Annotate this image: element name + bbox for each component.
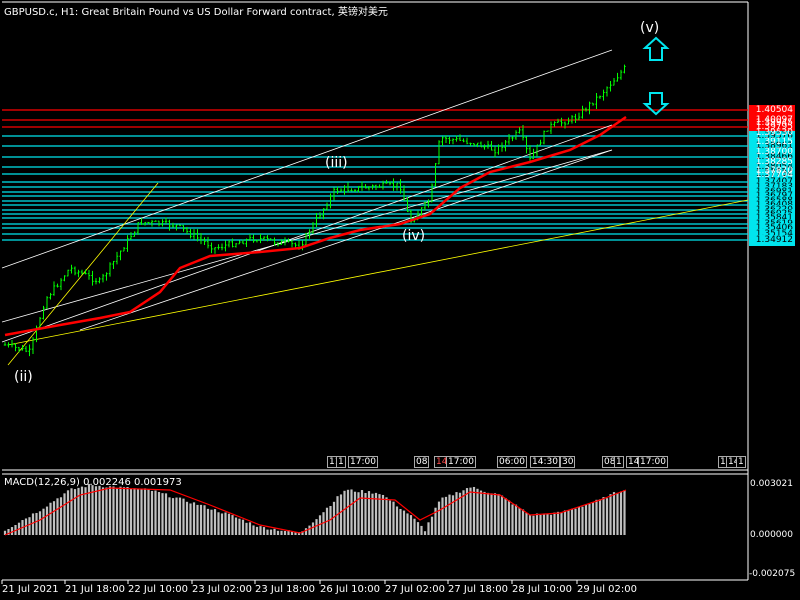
event-marker[interactable]: 17:00 [348,456,378,468]
time-axis-label: 23 Jul 02:00 [192,584,252,595]
up-arrow-icon [642,36,670,61]
time-axis-label: 21 Jul 18:00 [65,584,125,595]
channel-line-0 [1,49,613,269]
time-axis-label: 29 Jul 02:00 [577,584,637,595]
price-level-label: 1.40504 [749,105,795,116]
event-marker[interactable]: 14 [434,456,450,468]
price-level-label: 1.35406 [749,223,795,234]
wave-label-v: (v) [640,20,660,36]
instrument-description: Great Britain Pound vs US Dollar Forward… [81,7,332,18]
price-axis-label: 1.39945 [755,118,793,128]
macd-signal-line [4,487,627,536]
event-marker[interactable]: 30 [560,456,576,468]
chart-header: GBPUSD.c, H1: Great Britain Pound vs US … [4,7,388,18]
price-level-label: 1.39795 [749,122,795,133]
price-axis-label: 1.39530 [755,128,793,138]
time-axis-label: 23 Jul 18:00 [255,584,315,595]
macd-signal [4,487,627,536]
price-level-label: 1.38054 [749,162,795,173]
time-axis-label: 22 Jul 10:00 [128,584,188,595]
time-axis-label: 26 Jul 10:00 [320,584,380,595]
event-marker[interactable]: 17:00 [638,456,668,468]
candles [3,64,626,357]
price-level-label: 1.39376 [749,131,795,142]
price-level-label: 1.38466 [749,152,795,163]
event-marker[interactable]: 1 [614,456,624,468]
trendline [7,182,159,366]
time-axis-label: 27 Jul 18:00 [448,584,508,595]
macd-axis-label: 0.000000 [750,530,793,540]
symbol: GBPUSD.c [4,7,55,18]
channel-line-2 [1,149,613,323]
price-axis-label: 1.38285 [755,157,793,167]
event-marker[interactable]: 14:30 [530,456,560,468]
price-level-label: 1.37734 [749,169,795,180]
price-axis-label: 1.37870 [755,166,793,176]
down-arrow-icon [642,92,670,116]
wave-label-iii: (iii) [325,155,348,171]
macd-histogram [3,484,626,535]
wave-label-iv: (iv) [402,228,426,244]
moving-average [4,115,627,337]
signal-arrows [642,36,670,116]
time-axis-label: 28 Jul 10:00 [512,584,572,595]
price-level-label: 1.38961 [749,141,795,152]
event-marker[interactable]: 08 [414,456,430,468]
price-level-label: 1.34912 [749,235,795,246]
event-marker[interactable]: 17:00 [446,456,476,468]
channel-line-3 [79,149,613,331]
event-marker[interactable]: 1 [336,456,346,468]
horizontal-levels [2,109,748,241]
price-axis-label: 1.39115 [755,137,793,147]
price-axis-label: 1.38700 [755,147,793,157]
event-marker[interactable]: 1 [736,456,746,468]
price-level-label: 1.35154 [749,229,795,240]
trendline [7,199,749,346]
macd-axis-label: -0.002075 [749,569,796,579]
price-level-label: 1.35841 [749,213,795,224]
provider: 英镑对美元 [337,7,388,18]
event-marker[interactable]: 06:00 [497,456,527,468]
time-axis-label: 21 Jul 2021 [2,584,59,595]
macd-title: MACD(12,26,9) 0.002246 0.001973 [4,477,182,488]
timeframe: H1: [61,7,79,18]
macd-axis-label: 0.003021 [750,479,793,489]
moving-average-line [4,115,627,337]
time-axis-label: 27 Jul 02:00 [385,584,445,595]
wave-label-ii: (ii) [14,369,33,385]
price-axis-label: 1.37704 [755,170,793,180]
price-level-label: 1.40097 [749,115,795,126]
